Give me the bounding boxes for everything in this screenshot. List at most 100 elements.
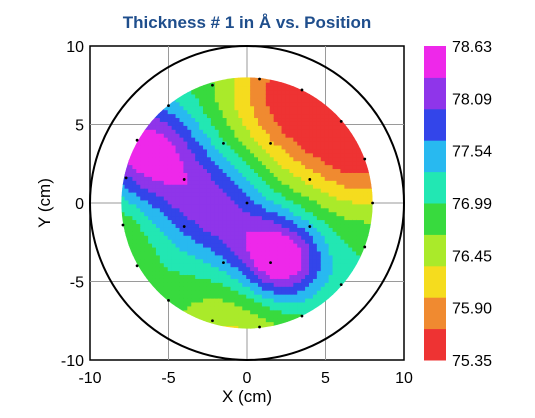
contour-cell bbox=[281, 105, 287, 111]
contour-cell bbox=[269, 117, 275, 122]
contour-cell bbox=[183, 227, 188, 232]
contour-cell bbox=[297, 219, 302, 225]
contour-cell bbox=[301, 101, 306, 107]
contour-cell bbox=[195, 235, 200, 240]
contour-cell bbox=[265, 176, 271, 181]
contour-cell bbox=[187, 199, 192, 205]
contour-cell bbox=[297, 164, 302, 170]
contour-cell bbox=[281, 227, 287, 232]
contour-cell bbox=[238, 164, 243, 170]
contour-cell bbox=[230, 184, 236, 189]
contour-cell bbox=[136, 227, 141, 232]
contour-cell bbox=[206, 86, 212, 91]
contour-cell bbox=[269, 140, 275, 146]
contour-cell bbox=[152, 172, 157, 177]
contour-cell bbox=[297, 105, 302, 111]
contour-cell bbox=[238, 113, 243, 119]
contour-cell bbox=[273, 144, 279, 150]
contour-cell bbox=[324, 203, 330, 209]
contour-cell bbox=[328, 125, 334, 130]
contour-cell bbox=[179, 211, 185, 217]
contour-cell bbox=[305, 227, 310, 232]
contour-cell bbox=[191, 101, 196, 107]
contour-cell bbox=[265, 93, 271, 99]
contour-cell bbox=[242, 176, 247, 181]
contour-cell bbox=[344, 137, 349, 142]
contour-cell bbox=[281, 156, 287, 162]
contour-cell bbox=[234, 105, 239, 111]
contour-cell bbox=[187, 101, 192, 107]
contour-cell bbox=[218, 262, 224, 268]
contour-cell bbox=[214, 144, 220, 150]
contour-cell bbox=[163, 290, 169, 295]
contour-cell bbox=[171, 239, 177, 244]
contour-cell bbox=[316, 294, 322, 299]
contour-cell bbox=[210, 188, 216, 193]
contour-cell bbox=[234, 227, 239, 232]
contour-cell bbox=[316, 266, 322, 272]
contour-cell bbox=[320, 258, 326, 264]
contour-cell bbox=[281, 164, 287, 170]
contour-cell bbox=[273, 223, 279, 228]
contour-cell bbox=[340, 148, 345, 154]
contour-cell bbox=[203, 184, 208, 189]
contour-cell bbox=[155, 156, 161, 162]
contour-cell bbox=[242, 219, 247, 225]
contour-cell bbox=[187, 160, 192, 166]
contour-cell bbox=[320, 184, 326, 189]
contour-cell bbox=[328, 129, 334, 134]
contour-cell bbox=[144, 129, 149, 134]
contour-cell bbox=[230, 86, 236, 91]
contour-cell bbox=[250, 325, 255, 329]
contour-cell bbox=[238, 152, 243, 158]
contour-cell bbox=[214, 188, 220, 193]
contour-cell bbox=[301, 97, 306, 103]
contour-cell bbox=[179, 140, 185, 146]
contour-cell bbox=[187, 301, 192, 307]
contour-cell bbox=[277, 144, 283, 150]
contour-cell bbox=[250, 321, 255, 327]
contour-cell bbox=[293, 239, 298, 244]
contour-cell bbox=[144, 219, 149, 225]
contour-cell bbox=[348, 188, 353, 193]
contour-cell bbox=[367, 195, 373, 201]
contour-cell bbox=[261, 82, 267, 87]
contour-cell bbox=[140, 184, 145, 189]
contour-cell bbox=[309, 243, 314, 248]
contour-cell bbox=[257, 93, 263, 99]
contour-cell bbox=[257, 215, 263, 221]
contour-cell bbox=[128, 176, 133, 181]
contour-cell bbox=[269, 93, 275, 99]
contour-cell bbox=[269, 258, 275, 264]
contour-cell bbox=[124, 223, 130, 228]
contour-cell bbox=[218, 192, 224, 197]
contour-cell bbox=[238, 117, 243, 122]
contour-cell bbox=[148, 278, 153, 283]
contour-cell bbox=[293, 172, 298, 177]
contour-cell bbox=[140, 207, 145, 213]
contour-cell bbox=[159, 246, 165, 252]
contour-cell bbox=[242, 140, 247, 146]
contour-cell bbox=[128, 184, 133, 189]
contour-cell bbox=[301, 164, 306, 170]
contour-cell bbox=[226, 305, 232, 311]
contour-cell bbox=[210, 227, 216, 232]
contour-cell bbox=[246, 89, 251, 95]
contour-cell bbox=[301, 278, 306, 283]
contour-cell bbox=[199, 93, 204, 99]
contour-cell bbox=[297, 152, 302, 158]
contour-cell bbox=[273, 125, 279, 130]
contour-cell bbox=[195, 297, 200, 303]
contour-cell bbox=[218, 243, 224, 248]
contour-cell bbox=[199, 117, 204, 122]
contour-cell bbox=[222, 274, 228, 279]
contour-cell bbox=[309, 113, 314, 119]
contour-cell bbox=[175, 207, 181, 213]
contour-cell bbox=[195, 278, 200, 283]
contour-cell bbox=[356, 250, 361, 256]
contour-cell bbox=[171, 274, 177, 279]
contour-cell bbox=[246, 101, 251, 107]
contour-cell bbox=[246, 325, 251, 329]
contour-cell bbox=[305, 152, 310, 158]
contour-cell bbox=[246, 192, 251, 197]
